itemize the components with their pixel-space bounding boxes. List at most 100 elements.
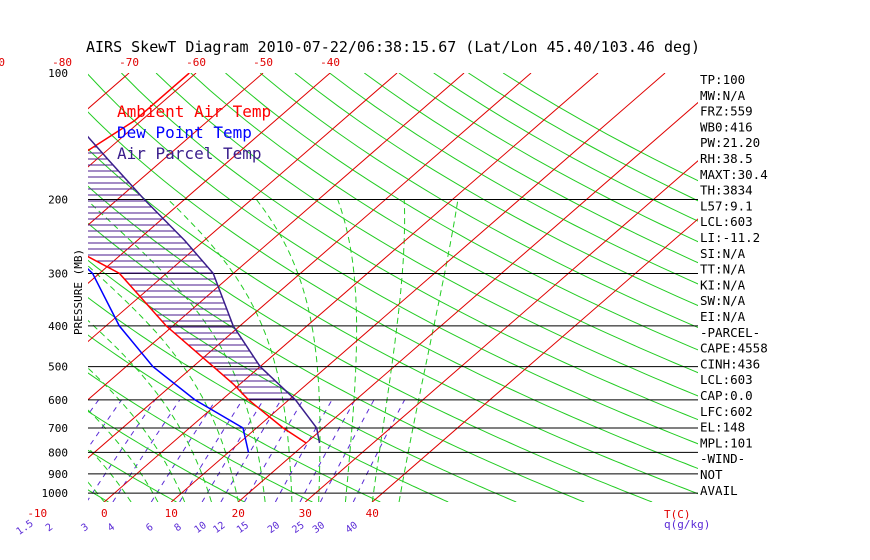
isotherm-line — [103, 73, 599, 502]
bottom-temperature-tick-label: 10 — [165, 507, 178, 520]
pressure-tick-label: 700 — [48, 422, 68, 435]
index-entry: TH:3834 — [700, 183, 753, 198]
mixing-ratio-tick-label: 3 — [80, 522, 91, 534]
index-entry: PW:21.20 — [700, 135, 760, 150]
index-entry: CAPE:4558 — [700, 341, 768, 356]
dry-adiabat-line — [88, 185, 653, 502]
moist-adiabat-line — [88, 367, 186, 502]
bottom-temperature-tick-label: 20 — [232, 507, 245, 520]
top-temperature-axis: -120-110-100-90-80-70-60-50-40 — [0, 56, 340, 69]
dry-adiabat-line — [155, 73, 698, 397]
moist-adiabat-line — [88, 409, 159, 502]
index-entry: CAP:0.0 — [700, 388, 753, 403]
dry-adiabat-line — [502, 73, 698, 182]
index-entry: -PARCEL- — [700, 325, 760, 340]
air-parcel-temp-line — [88, 135, 321, 444]
mixing-ratio-line — [352, 399, 406, 502]
pressure-tick-label: 600 — [48, 394, 68, 407]
isotherm-line — [88, 73, 465, 401]
isotherm-line — [170, 73, 666, 502]
mixing-ratio-unit-label: q(g/kg) — [664, 518, 710, 531]
mixing-ratio-tick-label: 2 — [44, 522, 55, 534]
isotherm-line — [237, 101, 698, 502]
moist-adiabat-line — [398, 199, 459, 502]
isotherms — [88, 73, 698, 502]
pressure-axis: 100 200 300 400 500 600 700 800 900 1000 — [42, 67, 69, 500]
bottom-temperature-tick-label: -10 — [27, 507, 47, 520]
isotherm-line — [88, 73, 197, 168]
dry-adiabat-line — [259, 73, 698, 329]
index-entry: SI:N/A — [700, 246, 746, 261]
mixing-ratio-tick-label: 30 — [311, 520, 327, 536]
index-entry: NOT — [700, 467, 723, 482]
dry-adiabat-line — [88, 410, 245, 502]
mixing-ratio-line — [0, 400, 17, 502]
index-entry: SW:N/A — [700, 293, 746, 308]
mixing-ratio-tick-label: 6 — [144, 522, 155, 534]
moist-adiabat-line — [88, 265, 239, 502]
moist-adiabat-line — [0, 200, 51, 503]
isotherm-line — [371, 218, 698, 502]
dry-adiabat-line — [329, 73, 698, 285]
pressure-tick-label: 300 — [48, 267, 68, 280]
dry-adiabat-line — [294, 73, 698, 307]
pressure-tick-label: 1000 — [42, 487, 69, 500]
top-temperature-tick-label: -70 — [119, 56, 139, 69]
cape-hatching — [88, 146, 295, 400]
top-temperature-tick-label: -80 — [52, 56, 72, 69]
bottom-temperature-tick-label: 0 — [101, 507, 108, 520]
index-entry: TT:N/A — [700, 262, 746, 277]
isotherm-line — [304, 160, 698, 502]
dry-adiabat-line — [468, 73, 698, 202]
index-entry: MPL:101 — [700, 435, 753, 450]
dry-adiabat-line — [88, 489, 109, 502]
dry-adiabat-line — [88, 334, 381, 502]
top-temperature-tick-label: -60 — [186, 56, 206, 69]
index-entry: CINH:436 — [700, 356, 760, 371]
moist-adiabat-line — [167, 199, 293, 502]
index-entry: -WIND- — [700, 451, 745, 466]
pressure-tick-label: 900 — [48, 468, 68, 481]
mixing-ratio-line — [179, 399, 243, 502]
top-temperature-tick-label: -90 — [0, 56, 5, 69]
y-axis-label: PRESSURE (MB) — [72, 249, 85, 335]
mixing-ratio-tick-label: 12 — [211, 520, 227, 536]
dry-adiabat-line — [225, 73, 698, 351]
mixing-ratio-tick-label: 1.5 — [15, 518, 36, 537]
dry-adiabat-line — [88, 372, 313, 502]
bottom-temperature-tick-label: 30 — [299, 507, 312, 520]
dry-adiabat-line — [0, 73, 41, 502]
mixing-ratio-line — [319, 399, 375, 502]
mixing-ratio-tick-label: 8 — [173, 522, 184, 534]
legend-ambient-air-temp: Ambient Air Temp — [117, 102, 271, 121]
mixing-ratio-tick-label: 25 — [290, 520, 306, 536]
isotherm-line — [88, 73, 264, 226]
index-entry: LFC:602 — [700, 404, 753, 419]
moist-adiabat-line — [88, 319, 212, 502]
moist-adiabat-line — [337, 199, 358, 502]
bottom-temperature-tick-label: 40 — [366, 507, 379, 520]
index-entry: EI:N/A — [700, 309, 746, 324]
dry-adiabat-line — [121, 73, 698, 421]
index-entry: L57:9.1 — [700, 198, 753, 213]
isotherm-line — [88, 73, 398, 343]
index-entry: TP:100 — [700, 72, 745, 87]
mixing-ratio-line — [220, 399, 282, 502]
mixing-ratio-tick-label: 10 — [193, 520, 209, 536]
mixing-ratio-line — [243, 399, 304, 502]
indices-panel: TP:100MW:N/AFRZ:559WB0:416PW:21.20RH:38.… — [700, 72, 768, 498]
index-entry: MAXT:30.4 — [700, 167, 768, 182]
top-temperature-tick-label: -50 — [253, 56, 273, 69]
dry-adiabat-line — [88, 111, 698, 470]
ambient-air-temp-line — [88, 73, 307, 444]
mixing-ratio-tick-label: 4 — [106, 522, 117, 534]
isobars — [88, 198, 698, 494]
dry-adiabat-line — [190, 73, 698, 374]
pressure-tick-label: 800 — [48, 446, 68, 459]
moist-adiabat-line — [256, 199, 321, 502]
isotherm-line — [88, 73, 331, 284]
index-entry: FRZ:559 — [700, 104, 753, 119]
